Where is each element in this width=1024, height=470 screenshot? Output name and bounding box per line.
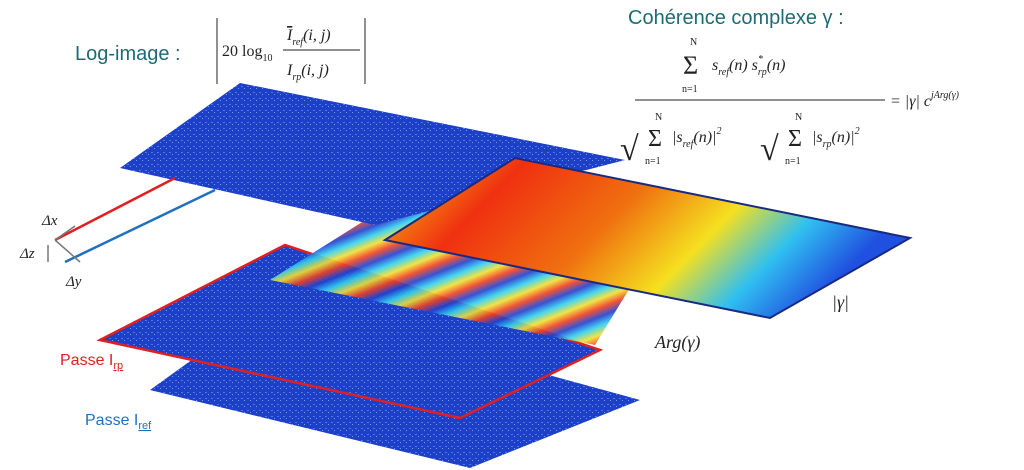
sum: Σ <box>648 126 662 152</box>
magnitude-layer <box>382 156 913 320</box>
dx: Δx <box>41 213 58 229</box>
root: √ <box>760 131 779 168</box>
ref-baseline <box>64 188 216 264</box>
log-title: Log-image : <box>75 43 181 65</box>
equals: = |γ| cjArg(γ) <box>890 90 960 110</box>
numerator: sref(n) s* rp(n) <box>712 54 785 78</box>
sum-upper: N <box>655 112 662 123</box>
sum-lower: n=1 <box>785 156 801 167</box>
denominator-left: |sref(n)|2 <box>672 126 721 150</box>
sum: Σ <box>788 126 802 152</box>
log-coef: 20 log10 <box>222 43 272 64</box>
coherence-title: Cohérence complexe γ : <box>628 7 844 29</box>
sum: Σ <box>683 51 698 80</box>
magnitude-label: |γ| <box>832 292 849 312</box>
log-den: Irp(i, j) <box>286 62 329 83</box>
denominator-right: |srp(n)|2 <box>812 126 860 150</box>
sum-upper: N <box>795 112 802 123</box>
sum-upper: N <box>690 37 697 48</box>
axes-arrows <box>47 225 81 263</box>
ref-label: Passe Iref <box>85 412 152 432</box>
root: √ <box>620 131 639 168</box>
rp-baseline <box>54 176 176 242</box>
log-num: Iref(i, j) <box>286 27 331 48</box>
rp-layer <box>96 243 604 420</box>
phase-label: Arg(γ) <box>654 332 700 353</box>
dy: Δy <box>65 274 82 290</box>
rp-label: Passe Irp <box>60 352 123 372</box>
dz: Δz <box>19 246 35 262</box>
sum-lower: n=1 <box>645 156 661 167</box>
sum-lower: n=1 <box>682 84 698 95</box>
